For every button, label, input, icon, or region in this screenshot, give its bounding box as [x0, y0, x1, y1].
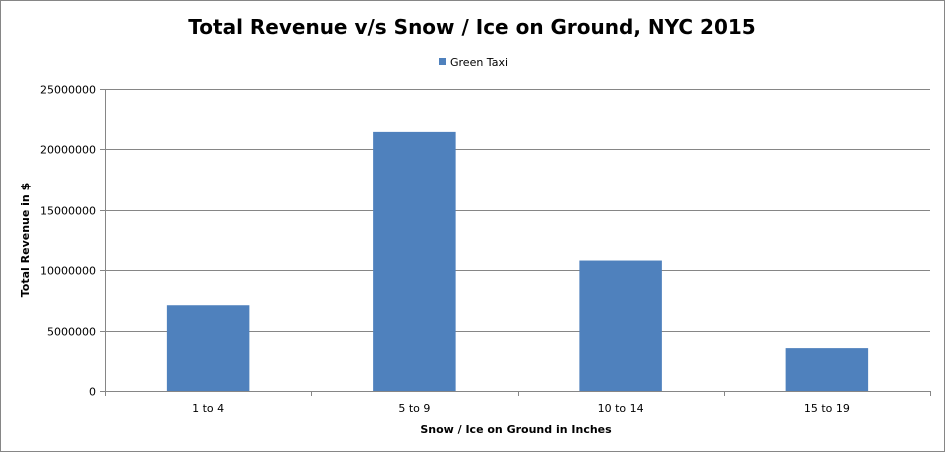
x-tick-label: 10 to 14 [598, 402, 644, 415]
y-tick-label: 15000000 [40, 205, 96, 218]
chart-title: Total Revenue v/s Snow / Ice on Ground, … [188, 15, 755, 39]
legend: Green Taxi [439, 56, 508, 69]
x-tick-label: 5 to 9 [398, 402, 430, 415]
y-tick-label: 10000000 [40, 265, 96, 278]
y-tick-label: 25000000 [40, 84, 96, 97]
y-axis-ticks: 0 5000000 10000000 15000000 20000000 25000000 [40, 84, 105, 399]
y-tick-label: 20000000 [40, 144, 96, 157]
bar-5-to-9 [373, 131, 456, 391]
x-tick-label: 15 to 19 [804, 402, 850, 415]
y-tick-label: 5000000 [47, 326, 96, 339]
y-tick-label: 0 [89, 386, 96, 399]
bar-15-to-19 [785, 348, 869, 391]
x-tick-label: 1 to 4 [192, 402, 224, 415]
x-axis-title: Snow / Ice on Ground in Inches [420, 423, 612, 436]
y-axis-title: Total Revenue in $ [19, 183, 32, 297]
legend-swatch-green-taxi [439, 58, 446, 65]
x-axis-ticks: 1 to 4 5 to 9 10 to 14 15 to 19 [105, 391, 931, 415]
bar-1-to-4 [166, 305, 250, 391]
bars [166, 131, 869, 391]
bar-10-to-14 [579, 260, 662, 391]
legend-label-green-taxi: Green Taxi [450, 56, 508, 69]
gridlines [105, 89, 930, 332]
